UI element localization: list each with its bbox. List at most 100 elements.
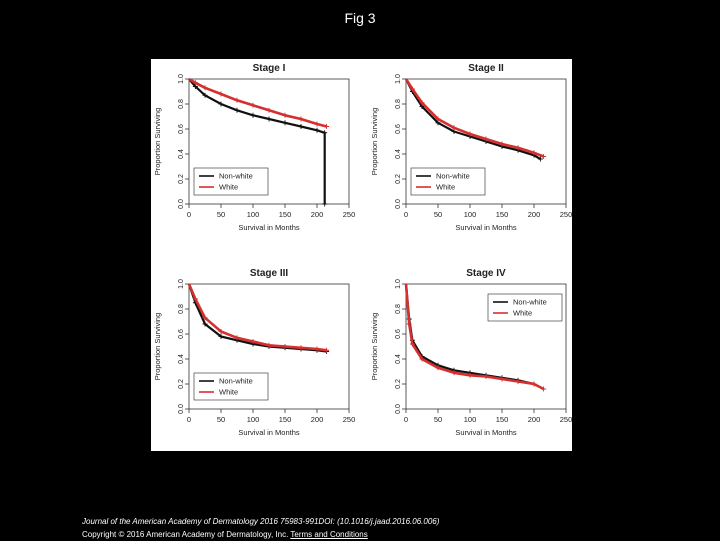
legend-box <box>410 167 486 196</box>
censor-mark <box>266 107 272 113</box>
chart-title: Stage IV <box>466 268 506 279</box>
chart-panel: Stage IV 0 50 100 150 200 250 0.0 0.2 0.4 0.6 0.8 1.… <box>370 268 572 437</box>
x-tick-label: 100 <box>247 415 260 424</box>
legend: Non-white White <box>193 372 269 401</box>
x-tick-label: 150 <box>496 415 509 424</box>
plot-frame <box>188 283 350 410</box>
x-axis-label: Survival in Months <box>455 223 517 232</box>
censor-mark <box>451 370 457 376</box>
legend-label: Non-white <box>513 298 547 307</box>
legend: Non-white White <box>410 167 486 196</box>
x-tick-label: 0 <box>404 210 408 219</box>
censor-mark <box>234 97 240 103</box>
censor-mark <box>250 102 256 108</box>
censor-mark <box>282 112 288 118</box>
copyright-text: Copyright © 2016 American Academy of Der… <box>82 530 289 539</box>
x-tick-label: 150 <box>279 415 292 424</box>
censor-mark <box>234 107 240 113</box>
y-tick-label: 0.2 <box>178 379 185 389</box>
y-axis-label: Proportion Surviving <box>370 313 379 381</box>
y-tick-label: 0.2 <box>178 174 185 184</box>
y-tick-label: 0.0 <box>178 199 185 209</box>
series-line-white <box>404 78 545 158</box>
censor-mark <box>409 341 415 347</box>
y-tick-label: 0.0 <box>395 404 402 414</box>
censor-mark <box>218 334 224 339</box>
series-line-white <box>188 77 327 128</box>
copyright-line: Copyright © 2016 American Academy of Der… <box>82 528 439 541</box>
censor-mark <box>250 112 256 118</box>
legend-label: White <box>219 388 238 397</box>
censor-mark <box>192 80 198 86</box>
x-tick-label: 50 <box>434 415 442 424</box>
censor-mark <box>324 124 330 129</box>
x-tick-label: 0 <box>404 415 408 424</box>
x-tick-label: 0 <box>187 415 191 424</box>
censor-mark <box>499 141 505 147</box>
y-tick-label: 0.8 <box>395 304 402 314</box>
censor-mark <box>324 347 330 353</box>
censor-mark <box>202 315 208 321</box>
legend-box <box>487 293 563 322</box>
legend-label: White <box>513 309 532 318</box>
censor-mark <box>218 101 224 107</box>
x-tick-label: 250 <box>343 210 356 219</box>
censor-mark <box>202 85 208 91</box>
y-axis-label: Proportion Surviving <box>370 108 379 176</box>
legend-box <box>193 167 269 196</box>
censor-mark <box>250 339 256 344</box>
censor-mark <box>515 145 521 151</box>
y-tick-label: 0.6 <box>178 329 185 339</box>
legend-box <box>193 372 269 401</box>
censor-mark <box>531 150 537 156</box>
censor-mark <box>537 156 543 162</box>
censor-mark <box>218 329 224 334</box>
censor-mark <box>234 335 240 341</box>
y-tick-label: 0.2 <box>395 174 402 184</box>
legend-label: White <box>219 183 238 192</box>
censor-mark <box>202 321 208 327</box>
censor-mark <box>409 86 415 92</box>
censor-mark <box>483 374 489 379</box>
x-tick-label: 50 <box>217 415 225 424</box>
censor-mark <box>467 131 473 137</box>
legend-label: Non-white <box>219 377 253 386</box>
x-tick-label: 0 <box>187 210 191 219</box>
x-tick-label: 100 <box>464 415 477 424</box>
terms-link[interactable]: Terms and Conditions <box>290 530 368 539</box>
y-tick-label: 0.4 <box>395 149 402 159</box>
y-tick-label: 1.0 <box>178 74 185 84</box>
chart-title: Stage I <box>253 63 286 74</box>
censor-mark <box>202 92 208 98</box>
x-tick-label: 250 <box>560 210 572 219</box>
censor-mark <box>467 372 473 378</box>
censor-mark <box>406 321 412 327</box>
y-tick-label: 0.4 <box>178 149 185 159</box>
y-tick-label: 0.4 <box>395 354 402 364</box>
censor-mark <box>322 201 328 207</box>
legend-label: Non-white <box>436 172 470 181</box>
censor-mark <box>298 345 304 351</box>
x-tick-label: 150 <box>496 210 509 219</box>
censor-mark <box>218 91 224 97</box>
y-axis-label: Proportion Surviving <box>153 108 162 176</box>
censor-mark <box>435 365 441 371</box>
y-tick-label: 0.8 <box>178 304 185 314</box>
censor-mark <box>314 121 320 127</box>
censor-mark <box>451 125 457 131</box>
x-tick-label: 200 <box>311 415 324 424</box>
legend: Non-white White <box>487 293 563 322</box>
x-tick-label: 150 <box>279 210 292 219</box>
y-tick-label: 0.0 <box>178 404 185 414</box>
y-tick-label: 0.6 <box>395 329 402 339</box>
chart-title: Stage III <box>250 268 289 279</box>
censor-mark <box>266 116 272 122</box>
y-tick-label: 1.0 <box>395 74 402 84</box>
x-tick-label: 50 <box>217 210 225 219</box>
censor-mark <box>282 120 288 126</box>
series-line-white <box>187 283 327 352</box>
footer: Journal of the American Academy of Derma… <box>82 515 439 541</box>
citation-text: Journal of the American Academy of Derma… <box>82 517 440 526</box>
x-axis-label: Survival in Months <box>455 428 517 437</box>
plot-frame <box>405 283 567 410</box>
